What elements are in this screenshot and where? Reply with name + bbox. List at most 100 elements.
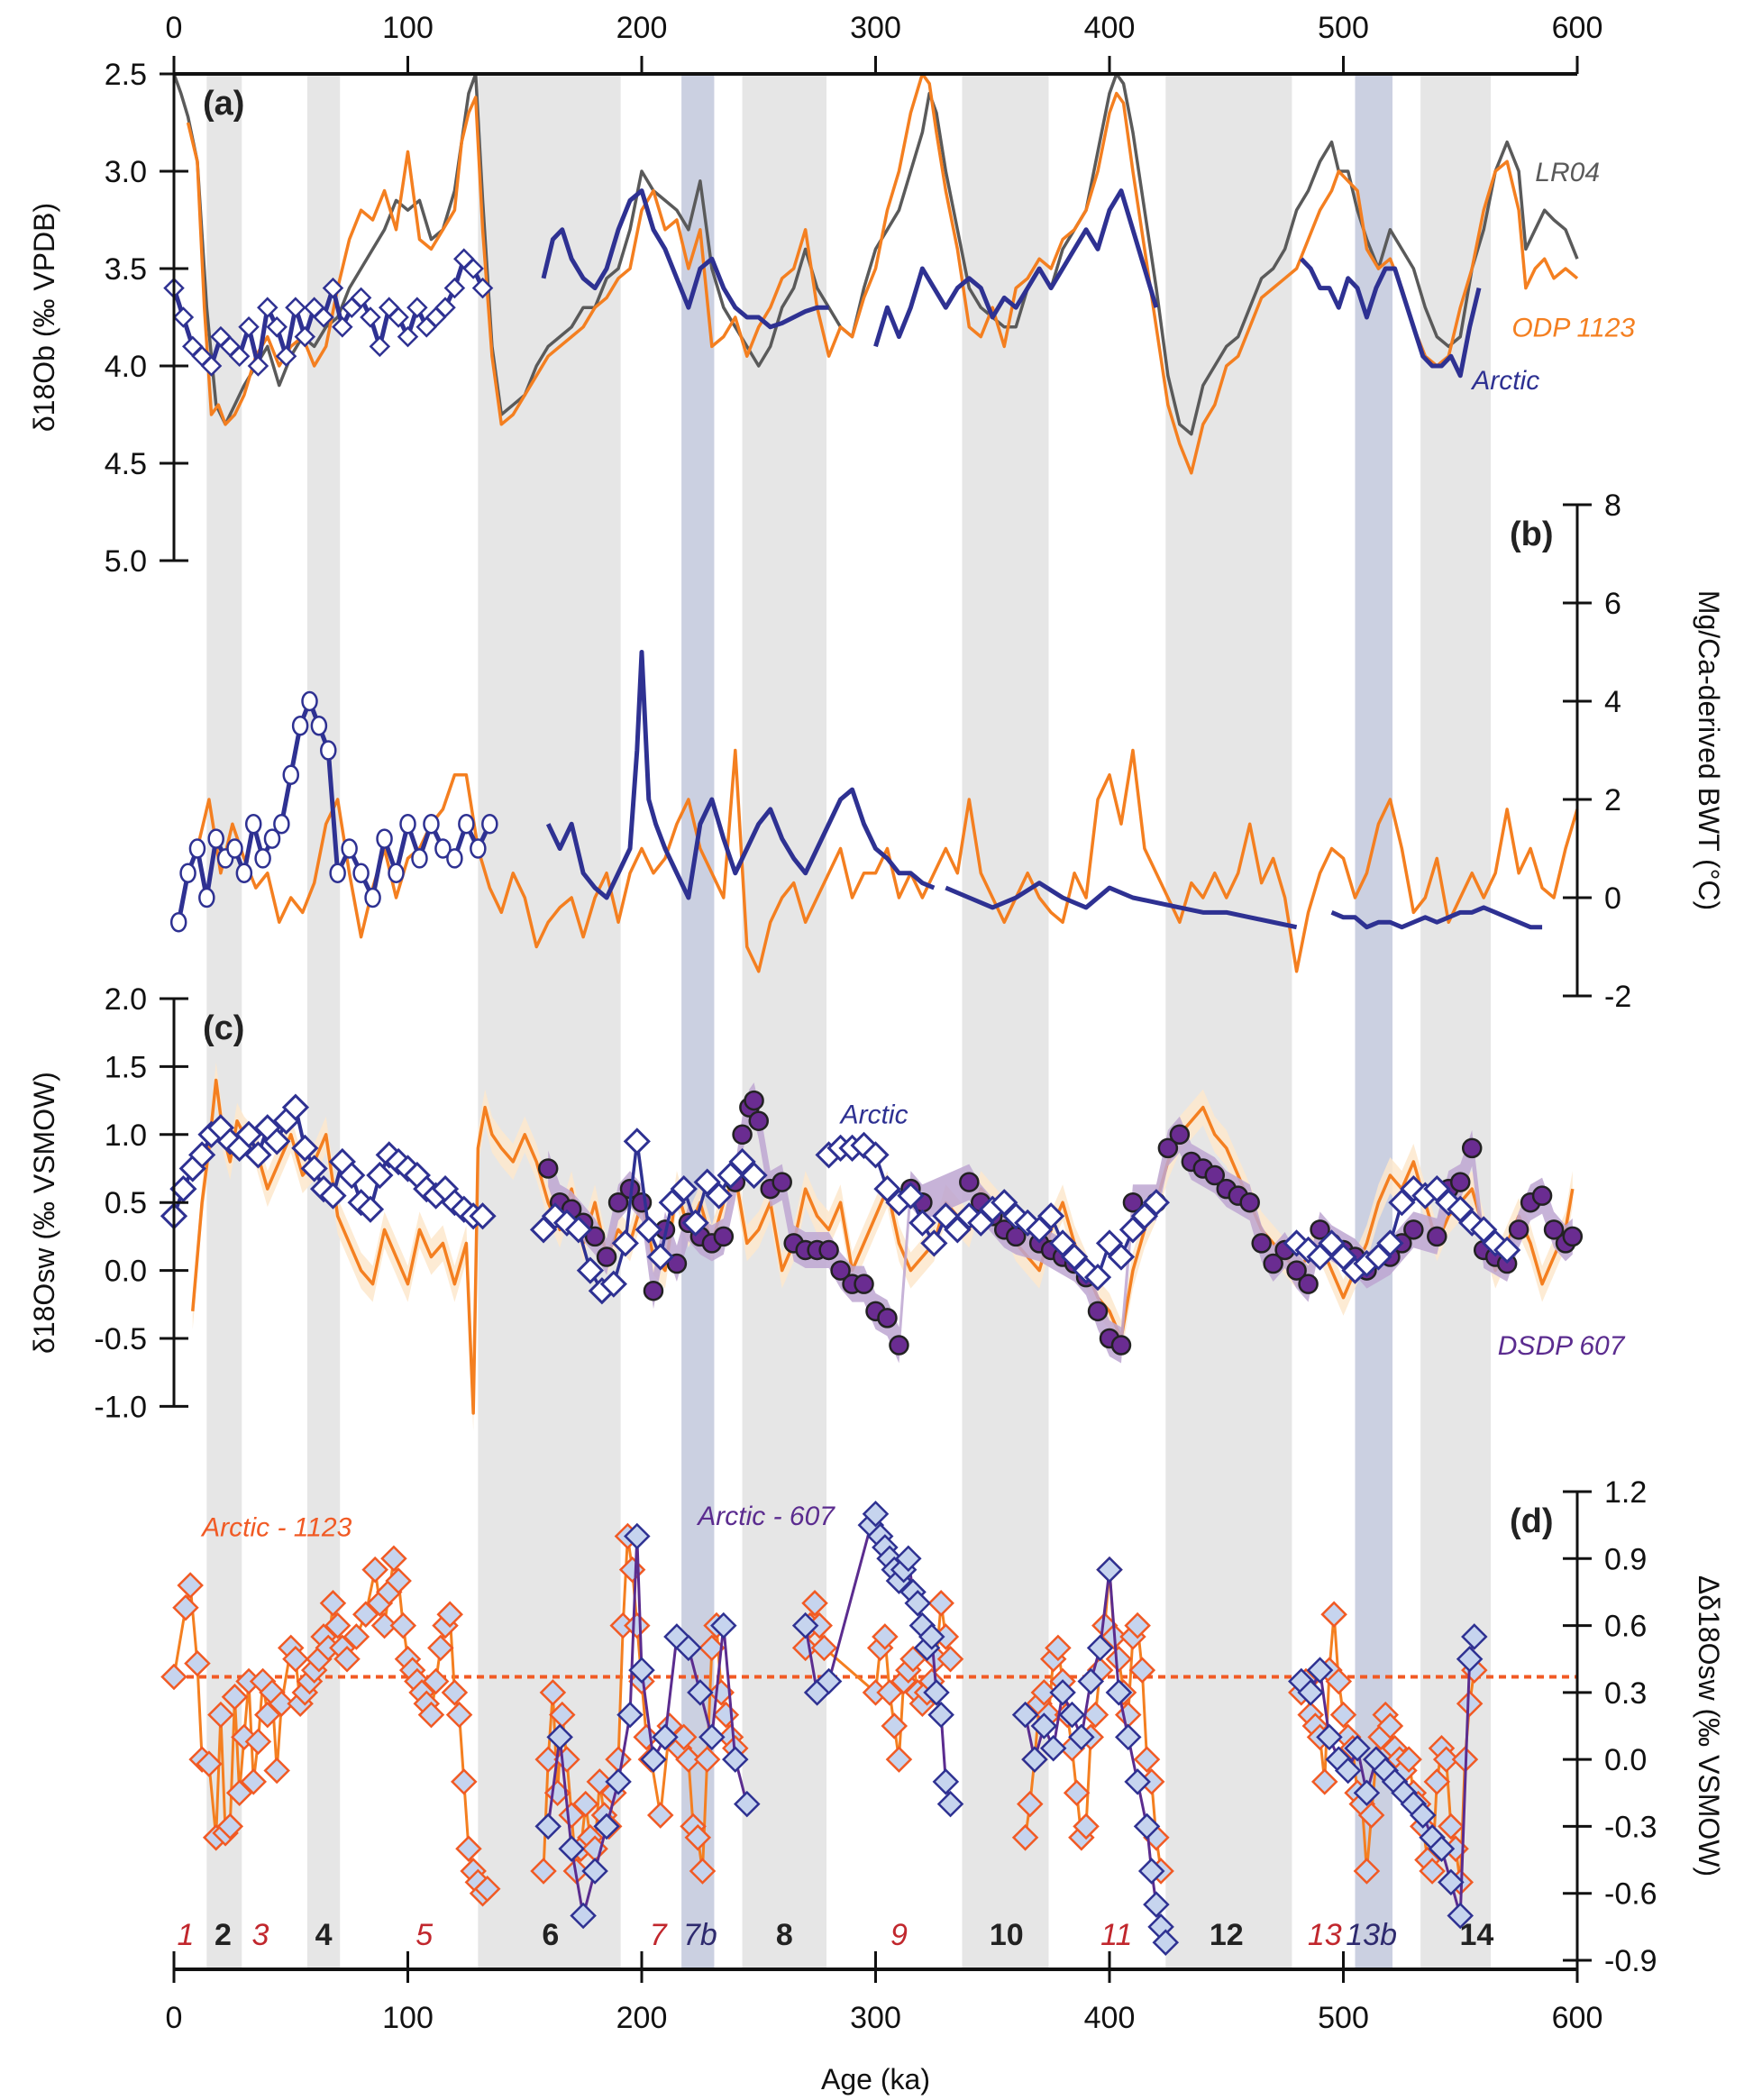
data-point <box>923 1679 950 1706</box>
data-point <box>234 1120 263 1148</box>
data-point <box>240 1768 267 1795</box>
y-tick-label-d: -0.9 <box>1604 1944 1657 1978</box>
mis-label-1: 1 <box>178 1918 195 1952</box>
y-tick-label-c: 0.0 <box>105 1255 147 1289</box>
mis-band-6 <box>478 74 621 1969</box>
data-point <box>616 1701 644 1729</box>
data-point <box>1049 1679 1076 1706</box>
data-point <box>570 1902 597 1930</box>
data-point <box>631 1192 653 1213</box>
data-point <box>1017 1790 1044 1818</box>
data-point <box>1011 1824 1039 1851</box>
data-point <box>546 1723 573 1751</box>
data-point <box>341 838 358 859</box>
data-point <box>458 814 475 835</box>
data-point <box>862 1141 890 1169</box>
mis-bands <box>206 74 1491 1969</box>
series-label-arctic: Arctic <box>1470 366 1539 396</box>
data-point <box>576 1256 605 1284</box>
data-point <box>198 887 215 908</box>
data-point <box>643 1280 664 1301</box>
data-point <box>1357 1802 1385 1829</box>
data-point <box>369 335 391 358</box>
series-line <box>1330 905 1543 930</box>
data-point <box>1110 1335 1132 1356</box>
data-point <box>1461 1623 1488 1650</box>
y-tick-label-d: 0.9 <box>1604 1542 1647 1576</box>
data-point <box>441 1679 469 1706</box>
data-point <box>1251 1233 1272 1254</box>
mis-band-10 <box>962 74 1049 1969</box>
data-point <box>1428 1835 1456 1862</box>
data-point <box>257 297 278 318</box>
mis-label-14: 14 <box>1460 1918 1494 1952</box>
y-tick-label-a: 5.0 <box>105 544 147 579</box>
data-point <box>361 1556 388 1584</box>
data-point <box>411 848 428 869</box>
data-point <box>319 1590 347 1617</box>
series-d-arctic-1123 <box>160 1545 501 1907</box>
data-point <box>1531 1185 1553 1206</box>
data-point <box>558 1835 585 1862</box>
series-a-odp-1123 <box>186 72 1579 475</box>
data-point <box>1030 1712 1058 1739</box>
y-tick-label-c: -1.0 <box>94 1390 147 1424</box>
data-point <box>1543 1219 1565 1240</box>
panel-d <box>160 1500 1577 1956</box>
series-b-arctic-c <box>945 881 1298 930</box>
x-tick-label-top: 300 <box>850 11 901 45</box>
x-tick-label-top: 400 <box>1084 11 1136 45</box>
data-point <box>451 1768 478 1795</box>
series-a-arctic-d <box>1299 257 1482 379</box>
series-b-arctic-b <box>545 650 936 900</box>
data-point <box>897 1182 925 1210</box>
data-point <box>445 1701 473 1729</box>
data-point <box>406 297 428 318</box>
data-point <box>539 1679 567 1706</box>
series-label-odp-1123: ODP 1123 <box>1511 314 1635 343</box>
x-tick-label-top: 600 <box>1552 11 1603 45</box>
data-point <box>469 1202 497 1230</box>
data-point <box>818 1239 839 1261</box>
data-point <box>370 1612 398 1639</box>
y-axis-title-c: δ18Osw (‰ VSMOW) <box>28 1072 60 1354</box>
series-label-arctic-607: Arctic - 607 <box>696 1502 835 1531</box>
data-point <box>422 1667 450 1695</box>
data-point <box>881 1712 908 1739</box>
data-point <box>624 1522 651 1550</box>
data-point <box>689 1858 717 1885</box>
mis-label-2: 2 <box>215 1918 232 1952</box>
data-point <box>1014 1209 1042 1237</box>
data-point <box>1107 1243 1136 1271</box>
data-point <box>1461 1137 1483 1159</box>
data-point <box>352 863 370 883</box>
y-axis-title-d: Δδ18Osw (‰ VSMOW) <box>1693 1575 1725 1876</box>
data-point <box>385 1567 412 1594</box>
data-point <box>748 1110 769 1131</box>
data-point <box>281 1093 310 1121</box>
data-point <box>226 838 243 859</box>
data-point <box>1344 1734 1371 1762</box>
data-point <box>564 1216 593 1244</box>
mis-label-4: 4 <box>315 1918 333 1952</box>
mis-label-8: 8 <box>776 1918 793 1952</box>
data-point <box>722 1746 749 1773</box>
series-d-arctic-1123-b- <box>530 1522 749 1885</box>
data-point <box>291 716 309 736</box>
series-c-arctic <box>160 1093 497 1230</box>
series-a-arctic-b <box>541 188 829 330</box>
data-point <box>1353 1779 1381 1807</box>
data-point <box>920 1229 948 1257</box>
data-point <box>895 1545 922 1573</box>
data-point <box>810 1634 838 1662</box>
series-c-arctic-b <box>529 1128 768 1305</box>
series-d-arctic-1123-c- <box>791 1590 964 1773</box>
y-tick-label-c: -0.5 <box>94 1322 147 1356</box>
data-point <box>959 1172 980 1192</box>
data-point <box>356 1195 385 1223</box>
y-tick-label-b: 4 <box>1604 685 1621 719</box>
data-point <box>275 345 297 367</box>
x-tick-label-top: 200 <box>616 11 668 45</box>
data-point <box>1310 1768 1338 1795</box>
data-point <box>1353 1858 1381 1885</box>
